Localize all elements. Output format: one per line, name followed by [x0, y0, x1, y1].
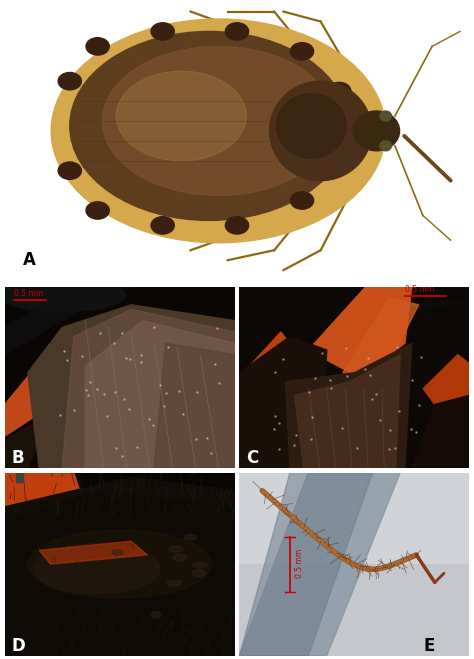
Polygon shape — [308, 287, 412, 377]
Ellipse shape — [86, 38, 109, 55]
Ellipse shape — [167, 581, 182, 587]
Ellipse shape — [169, 546, 182, 552]
Text: 0.5 mm: 0.5 mm — [14, 289, 43, 298]
Ellipse shape — [116, 71, 246, 161]
Polygon shape — [5, 287, 131, 355]
Ellipse shape — [184, 534, 196, 540]
Ellipse shape — [58, 162, 82, 179]
Polygon shape — [5, 491, 235, 656]
Polygon shape — [239, 473, 400, 656]
Polygon shape — [5, 473, 85, 523]
Ellipse shape — [380, 111, 392, 121]
Ellipse shape — [328, 82, 351, 100]
Polygon shape — [239, 337, 327, 468]
Polygon shape — [62, 309, 235, 468]
Polygon shape — [239, 473, 373, 656]
Text: B: B — [12, 449, 24, 467]
Ellipse shape — [151, 217, 174, 234]
Ellipse shape — [51, 19, 386, 243]
Ellipse shape — [27, 530, 211, 598]
Ellipse shape — [225, 217, 248, 234]
Ellipse shape — [86, 202, 109, 219]
Ellipse shape — [0, 471, 64, 502]
Ellipse shape — [102, 46, 335, 196]
Polygon shape — [239, 332, 290, 400]
Polygon shape — [39, 541, 147, 564]
Polygon shape — [423, 355, 469, 405]
Bar — [239, 564, 469, 656]
Ellipse shape — [328, 147, 351, 165]
Polygon shape — [343, 298, 419, 377]
Polygon shape — [5, 350, 73, 436]
Bar — [16, 463, 23, 482]
Polygon shape — [5, 477, 235, 656]
Ellipse shape — [276, 94, 346, 158]
Ellipse shape — [151, 612, 161, 618]
Text: C: C — [246, 449, 258, 467]
Polygon shape — [294, 355, 400, 468]
Ellipse shape — [360, 280, 474, 307]
Ellipse shape — [192, 569, 205, 577]
Ellipse shape — [70, 32, 348, 220]
Ellipse shape — [291, 192, 314, 209]
Ellipse shape — [225, 23, 248, 40]
Ellipse shape — [353, 111, 400, 151]
Text: A: A — [23, 251, 36, 269]
Text: 0.5 mm: 0.5 mm — [405, 285, 434, 295]
Polygon shape — [354, 287, 469, 304]
Ellipse shape — [291, 43, 314, 60]
Ellipse shape — [151, 23, 174, 40]
Ellipse shape — [270, 81, 372, 181]
Ellipse shape — [0, 280, 126, 312]
Ellipse shape — [380, 141, 392, 151]
Polygon shape — [412, 395, 469, 468]
Ellipse shape — [34, 544, 160, 594]
Text: 0.5 mm: 0.5 mm — [294, 548, 303, 578]
Polygon shape — [285, 343, 412, 468]
Polygon shape — [5, 414, 51, 468]
Text: D: D — [12, 637, 26, 655]
Polygon shape — [154, 343, 235, 468]
Ellipse shape — [173, 554, 187, 561]
Ellipse shape — [58, 72, 82, 90]
Text: E: E — [423, 637, 435, 655]
Ellipse shape — [192, 563, 208, 567]
Ellipse shape — [112, 550, 123, 555]
Polygon shape — [85, 321, 235, 468]
Polygon shape — [27, 304, 235, 468]
